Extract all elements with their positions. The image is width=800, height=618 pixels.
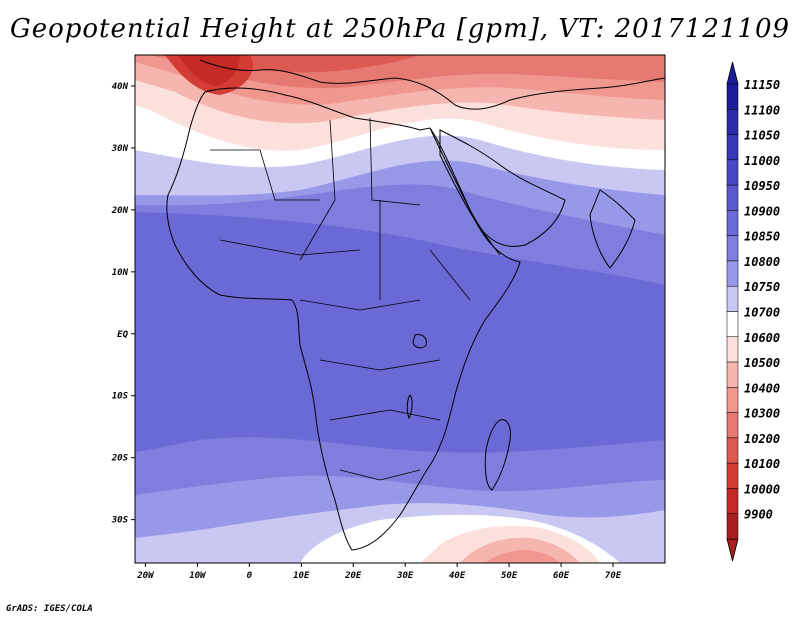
colorbar-swatch xyxy=(726,387,739,413)
lake-victoria xyxy=(412,334,427,349)
lon-tick-label: 30E xyxy=(396,571,414,581)
colorbar-swatch xyxy=(726,109,739,135)
europe-coastline xyxy=(199,59,665,110)
colorbar-swatch xyxy=(726,134,739,161)
colorbar-label: 10600 xyxy=(744,331,780,345)
colorbar-label: 10950 xyxy=(744,179,780,193)
colorbar-label: 10800 xyxy=(744,255,780,269)
colorbar-bottom-arrow xyxy=(726,538,739,562)
latitude-ticks: 40N 30N 20N 10N EQ 10S 20S 30S xyxy=(111,82,135,526)
colorbar: 11150 11100 11050 11000 10950 10900 10850 10800… xyxy=(726,61,780,562)
colorbar-label: 11000 xyxy=(744,154,780,168)
colorbar-label: 10300 xyxy=(744,407,780,421)
coastlines xyxy=(166,59,665,551)
colorbar-label: 10500 xyxy=(744,356,780,370)
lon-tick-label: 10W xyxy=(189,571,207,581)
colorbar-swatch xyxy=(726,336,739,363)
colorbar-swatch xyxy=(726,184,739,211)
africa-coastline xyxy=(166,87,521,551)
colorbar-label: 10700 xyxy=(744,306,780,320)
madagascar-coastline xyxy=(484,419,511,491)
lon-tick-label: 20E xyxy=(344,571,362,581)
lon-tick-label: 50E xyxy=(501,571,518,581)
footer-credit: GrADS: IGES/COLA xyxy=(6,604,93,614)
colorbar-label: 11150 xyxy=(744,78,780,92)
colorbar-swatch xyxy=(726,412,739,439)
lon-tick-label: 70E xyxy=(605,571,622,581)
colorbar-swatch xyxy=(726,210,739,236)
colorbar-label: 10400 xyxy=(744,381,780,395)
lat-tick-label: 10S xyxy=(112,392,129,402)
chart-title: Geopotential Height at 250hPa [gpm], VT:… xyxy=(9,14,791,44)
lake-malawi xyxy=(406,394,413,420)
longitude-ticks: 20W 10W 0 10E 20E 30E 40E 50E 60E 70E xyxy=(136,563,622,581)
lon-tick-label: 20W xyxy=(136,571,155,581)
lon-tick-label: 10E xyxy=(293,571,310,581)
band-10000-north xyxy=(178,55,240,86)
colorbar-label: 10100 xyxy=(744,457,780,471)
colorbar-label: 10000 xyxy=(744,482,780,496)
colorbar-label: 11100 xyxy=(744,103,780,117)
plot-frame xyxy=(134,54,666,564)
colorbar-label: 10750 xyxy=(744,280,780,294)
colorbar-swatch xyxy=(726,361,739,388)
lon-tick-label: 40E xyxy=(449,571,466,581)
lat-tick-label: EQ xyxy=(117,330,128,340)
colorbar-top-arrow xyxy=(726,61,739,85)
colorbar-swatch xyxy=(726,159,739,186)
colorbar-label: 9900 xyxy=(744,508,773,522)
colorbar-swatch xyxy=(726,235,739,262)
colorbar-label: 10850 xyxy=(744,230,780,244)
interior-borders xyxy=(210,117,471,481)
arabia-coastline xyxy=(439,129,566,247)
colorbar-swatch xyxy=(726,285,739,312)
lat-tick-label: 40N xyxy=(112,82,129,92)
red-sea-coast xyxy=(429,127,501,256)
contour-field xyxy=(135,55,665,563)
colorbar-label: 10200 xyxy=(744,432,780,446)
india-coastline xyxy=(589,189,636,269)
lat-tick-label: 30N xyxy=(111,144,129,154)
colorbar-swatch xyxy=(726,513,739,540)
colorbar-label: 11050 xyxy=(744,129,780,143)
lat-tick-label: 30S xyxy=(111,516,129,526)
colorbar-swatch xyxy=(726,311,739,338)
lat-tick-label: 20S xyxy=(111,454,129,464)
lon-tick-label: 60E xyxy=(553,571,570,581)
colorbar-swatch xyxy=(726,437,739,464)
lon-tick-label: 0 xyxy=(247,571,253,581)
colorbar-swatch xyxy=(726,260,739,287)
colorbar-swatch xyxy=(726,488,739,514)
lat-tick-label: 10N xyxy=(112,268,129,278)
colorbar-swatch xyxy=(726,83,739,110)
band-10400-south xyxy=(485,550,560,563)
colorbar-swatch xyxy=(726,462,739,489)
colorbar-label: 10900 xyxy=(744,204,780,218)
lat-tick-label: 20N xyxy=(111,206,129,216)
